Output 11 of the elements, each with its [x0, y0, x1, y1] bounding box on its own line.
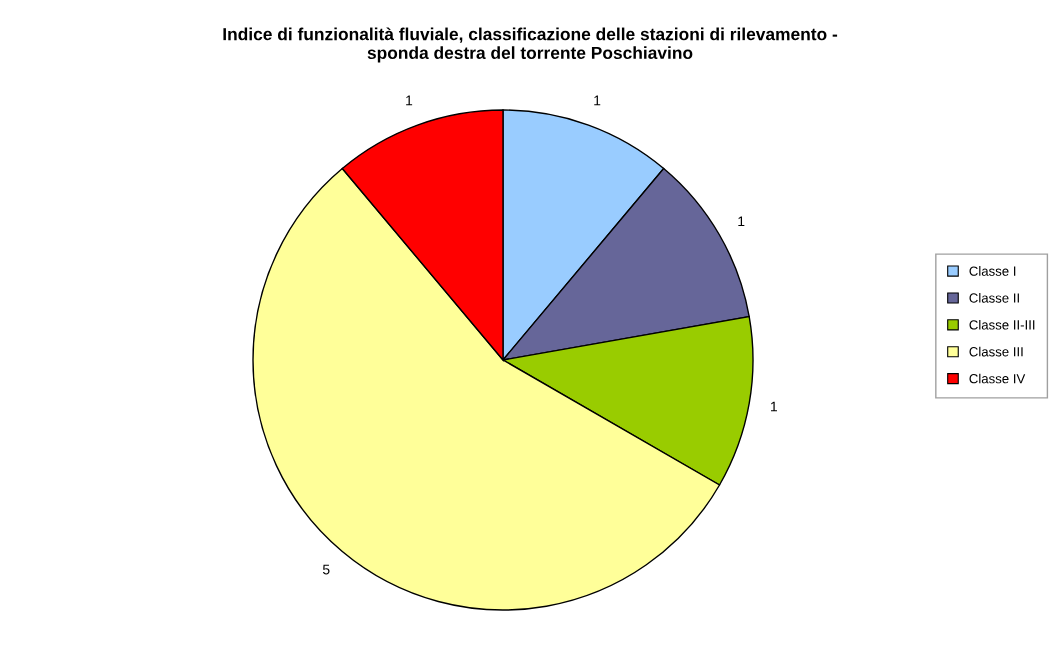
data-label: 1: [406, 95, 413, 106]
legend-label: Classe III: [969, 346, 1023, 357]
legend-label: Classe II: [969, 293, 1019, 303]
legend-label: Classe I: [969, 266, 1016, 276]
data-label: 1: [771, 401, 778, 412]
legend-label: Classe IV: [969, 373, 1026, 384]
data-label: 1: [594, 95, 601, 106]
data-label: 5: [322, 564, 330, 575]
data-label: 1: [738, 216, 745, 227]
chart-title: Indice di funzionalità fluviale, classificazione delle stazioni di rilevamento - sponda destra del torrente Poschiavino: [223, 27, 838, 63]
legend-label: Classe II-III: [969, 319, 1035, 330]
